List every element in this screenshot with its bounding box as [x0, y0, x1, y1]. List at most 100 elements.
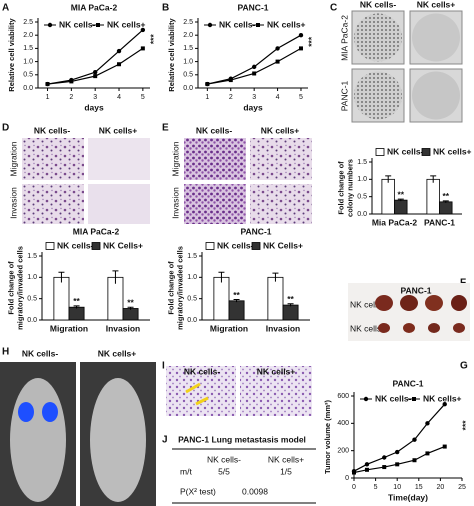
error-bar — [58, 271, 65, 283]
panel-letter: H — [2, 347, 9, 358]
bar — [426, 178, 440, 215]
legend-swatch — [45, 242, 55, 250]
error-bar — [112, 270, 119, 284]
panel-letter: A — [2, 3, 9, 14]
bar — [68, 306, 85, 321]
legend-swatch — [205, 242, 215, 250]
bar — [381, 178, 395, 215]
legend-marker — [96, 23, 100, 27]
point — [140, 46, 145, 51]
x-tick-label: 15 — [415, 484, 423, 491]
micrograph — [250, 138, 312, 180]
panel-letter: J — [162, 435, 168, 446]
point — [364, 467, 369, 472]
x-tick-label: 4 — [276, 94, 280, 101]
table-header: NK cells- — [207, 454, 241, 464]
y-tick-label: 2.0 — [183, 32, 193, 39]
y-tick-label: 400 — [337, 420, 349, 427]
y-tick-label: 600 — [337, 393, 349, 400]
point — [93, 74, 98, 79]
row-label: NK cells+ — [350, 323, 386, 333]
y-tick-label: 0.5 — [357, 194, 367, 201]
y-axis-label: Relative cell viability — [7, 17, 16, 91]
legend-swatch — [421, 148, 431, 156]
legend-label: NK cells+ — [107, 19, 146, 29]
x-axis-label: days — [243, 102, 263, 112]
row-label: PANC-1 — [339, 80, 349, 111]
series-line — [47, 47, 144, 85]
point — [442, 402, 447, 407]
table-cell: P(X² test) — [180, 486, 216, 496]
significance: ** — [397, 189, 404, 199]
micrograph — [250, 184, 312, 224]
point — [425, 421, 430, 426]
tumor — [403, 323, 415, 333]
transwell-panc: NK cells- NK cells+ Migration Invasion — [170, 125, 312, 224]
table-cell: 1/5 — [280, 466, 292, 476]
column-label: NK cells+ — [257, 366, 296, 376]
x-axis-label: days — [84, 102, 104, 112]
y-axis-label: Fold change ofmigratory/invaded cells — [6, 246, 24, 330]
bar — [282, 304, 299, 321]
error-bar — [218, 271, 225, 283]
point — [116, 48, 122, 54]
micrograph — [88, 184, 150, 224]
x-tick-label: Invasion — [266, 323, 300, 333]
point — [251, 64, 257, 70]
error-bar — [442, 200, 449, 203]
point — [382, 465, 387, 470]
x-tick-label: 20 — [437, 484, 445, 491]
chart-title: MIA PaCa-2 — [73, 226, 120, 236]
panel-letter: D — [2, 123, 9, 134]
legend-marker — [207, 22, 213, 28]
significance: *** — [306, 36, 316, 47]
mouse — [90, 378, 146, 502]
significance: ** — [127, 297, 134, 307]
significance: ** — [233, 290, 240, 300]
point — [395, 449, 400, 455]
micrograph — [88, 138, 150, 180]
y-tick-label: 0.5 — [23, 72, 33, 79]
y-axis-label: Tumor volume (mm³) — [323, 399, 332, 474]
bar — [228, 300, 245, 321]
x-tick-label: 1 — [46, 94, 50, 101]
y-tick-label: 1.5 — [27, 253, 37, 260]
plate — [354, 13, 402, 62]
legend-label: NK cells+ — [267, 19, 306, 29]
signal — [42, 402, 58, 422]
y-tick-label: 0 — [345, 475, 349, 482]
legend-marker — [363, 396, 369, 402]
y-tick-label: 2.0 — [23, 32, 33, 39]
micrograph — [184, 138, 246, 180]
table-title: PANC-1 Lung metastasis model — [178, 434, 306, 444]
tumor — [425, 295, 443, 311]
point — [364, 462, 370, 467]
column-label: NK cells+ — [98, 348, 137, 358]
y-tick-label: 1.5 — [183, 45, 193, 52]
column-label: NK cells- — [34, 125, 71, 135]
error-bar — [272, 272, 279, 282]
legend-swatch — [251, 242, 261, 250]
error-bar — [397, 198, 404, 202]
metastasis-table: PANC-1 Lung metastasis model NK cells- N… — [172, 434, 316, 504]
significance: ** — [442, 191, 449, 201]
bar — [439, 201, 453, 215]
y-tick-label: 0.0 — [27, 317, 37, 324]
y-axis-label: Fold change ofmigratory/invaded cells — [166, 246, 184, 330]
y-tick-label: 2.5 — [23, 19, 33, 26]
legend-label: NK cells- — [387, 146, 424, 156]
x-tick-label: 5 — [299, 94, 303, 101]
micrograph — [240, 366, 312, 416]
mouse — [10, 378, 66, 502]
error-bar — [287, 303, 294, 307]
legend-marker — [47, 22, 53, 28]
y-tick-label: 0.0 — [183, 85, 193, 92]
bar — [53, 276, 70, 321]
panel-letter: G — [460, 361, 468, 372]
micrograph — [166, 366, 236, 416]
point — [412, 458, 417, 463]
x-tick-label: 4 — [117, 94, 121, 101]
x-tick-label: Mia PaCa-2 — [372, 217, 418, 227]
legend-marker — [412, 397, 416, 401]
